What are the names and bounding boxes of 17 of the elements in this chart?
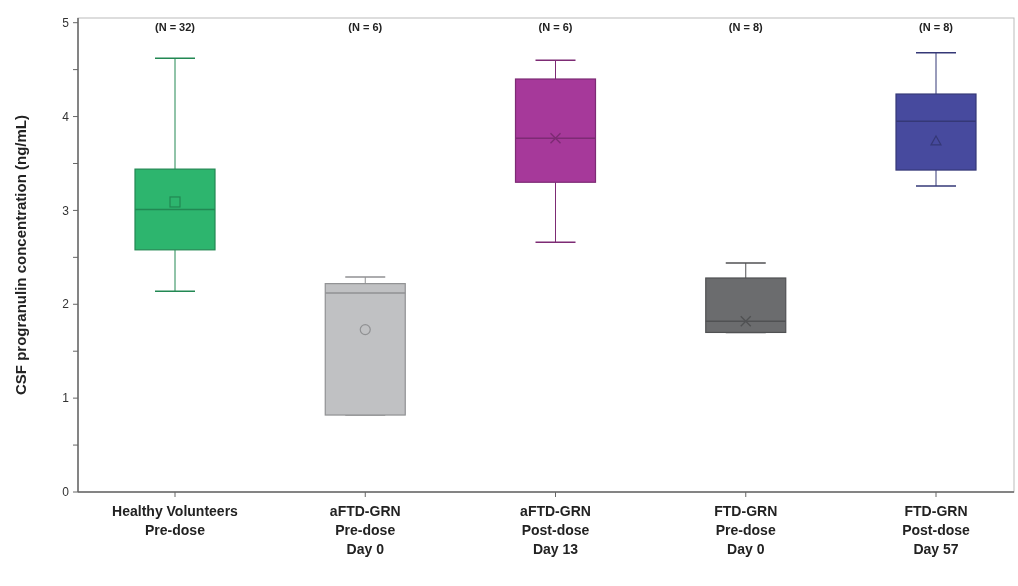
y-tick-label: 3 — [62, 203, 70, 218]
annotation: (N = 6) — [538, 21, 573, 33]
y-tick-label: 5 — [62, 15, 70, 30]
x-tick-label: aFTD-GRN Post-dose Day 13 — [520, 503, 591, 557]
y-tick-label: 1 — [62, 391, 70, 406]
y-axis-title: CSF progranulin concentration (ng/mL) — [12, 115, 29, 395]
y-tick-label: 2 — [62, 297, 70, 312]
y-tick-label: 4 — [62, 109, 70, 124]
annotation: (N = 6) — [348, 21, 383, 33]
x-tick-label: FTD-GRN Pre-dose Day 0 — [714, 503, 778, 557]
annotation: (N = 8) — [919, 21, 954, 33]
x-tick-label: Healthy Volunteers Pre-dose — [112, 503, 239, 538]
annotation: (N = 32) — [154, 21, 196, 33]
x-tick-label: FTD-GRN Post-dose Day 57 — [902, 503, 971, 557]
x-tick-label: aFTD-GRN Pre-dose Day 0 — [329, 503, 401, 557]
annotation: (N = 8) — [728, 21, 764, 33]
y-tick-label: 0 — [62, 485, 70, 500]
